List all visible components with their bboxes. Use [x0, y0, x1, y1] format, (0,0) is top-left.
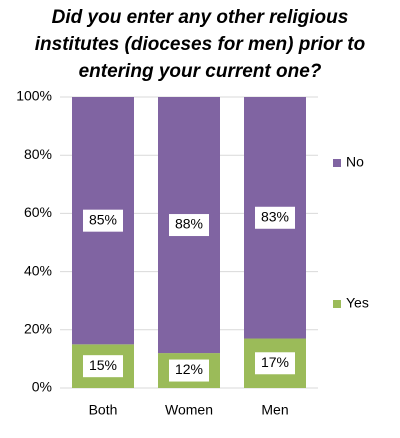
x-tick-label: Women: [165, 402, 213, 418]
data-label: 15%: [89, 357, 117, 373]
y-tick-label: 100%: [16, 88, 52, 104]
data-label: 88%: [175, 216, 203, 232]
legend-swatch: [333, 300, 341, 308]
y-tick-label: 60%: [24, 204, 52, 220]
y-tick-label: 40%: [24, 262, 52, 278]
legend-label: Yes: [346, 295, 369, 311]
x-tick-label: Men: [261, 402, 288, 418]
legend-label: No: [346, 154, 364, 170]
label-background: [255, 352, 295, 375]
data-label: 17%: [261, 354, 289, 370]
label-background: [83, 209, 123, 232]
y-tick-label: 80%: [24, 146, 52, 162]
y-tick-label: 0%: [32, 379, 52, 395]
label-background: [83, 355, 123, 378]
label-background: [255, 206, 295, 229]
chart-title: Did you enter any other religious instit…: [34, 7, 366, 82]
y-tick-label: 20%: [24, 321, 52, 337]
x-tick-label: Both: [89, 402, 118, 418]
legend-swatch: [333, 159, 341, 167]
label-background: [169, 214, 209, 237]
data-label: 85%: [89, 211, 117, 227]
data-label: 83%: [261, 208, 289, 224]
label-background: [169, 359, 209, 382]
data-label: 12%: [175, 361, 203, 377]
